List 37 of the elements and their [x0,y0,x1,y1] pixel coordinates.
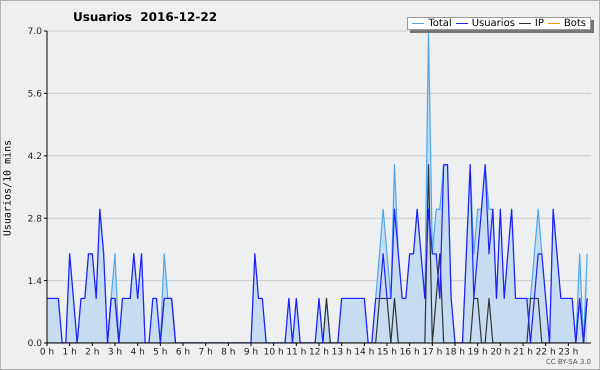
x-tick-label: 10 h [264,347,284,358]
x-tick-label: 4 h [130,347,145,358]
y-tick-label: 4.2 [28,152,42,162]
line-series [47,164,588,343]
legend-label: IP [534,18,544,29]
x-tick-label: 3 h [108,347,122,358]
y-tick-label: 2.8 [28,214,42,224]
x-tick-label: 11 h [286,347,306,358]
x-tick-label: 16 h [400,347,420,358]
x-tick-label: 17 h [422,347,442,358]
legend-label: Bots [564,18,586,29]
x-tick-label: 18 h [444,347,466,358]
y-axis-title: Usuarios/10 mins [2,140,14,236]
x-tick-label: 1 h [62,347,77,358]
x-tick-label: 14 h [354,347,374,358]
x-tick-label: 21 h [512,347,534,358]
y-tick-label: 5.6 [28,90,42,100]
x-tick-label: 15 h [376,347,398,358]
x-tick-label: 0 h [40,347,54,358]
x-tick-label: 19 h [468,347,488,358]
y-tick-label: 1.4 [28,276,42,287]
x-tick-label: 22 h [536,347,556,358]
x-tick-label: 7 h [198,347,213,358]
y-tick-label: 0.0 [28,339,42,350]
y-tick-label: 7.0 [28,27,42,38]
chart-title: Usuarios 2016-12-22 [73,10,218,24]
x-tick-label: 6 h [176,347,190,358]
legend-label: Total [428,18,452,29]
x-tick-label: 12 h [308,347,330,358]
x-tick-label: 5 h [153,347,168,358]
legend-label: Usuarios [472,18,515,29]
x-tick-label: 13 h [332,347,352,358]
x-tick-label: 20 h [490,347,510,358]
x-tick-label: 8 h [221,347,236,358]
x-tick-label: 9 h [244,347,258,358]
x-tick-label: 23 h [558,347,578,358]
x-tick-label: 2 h [85,347,100,358]
